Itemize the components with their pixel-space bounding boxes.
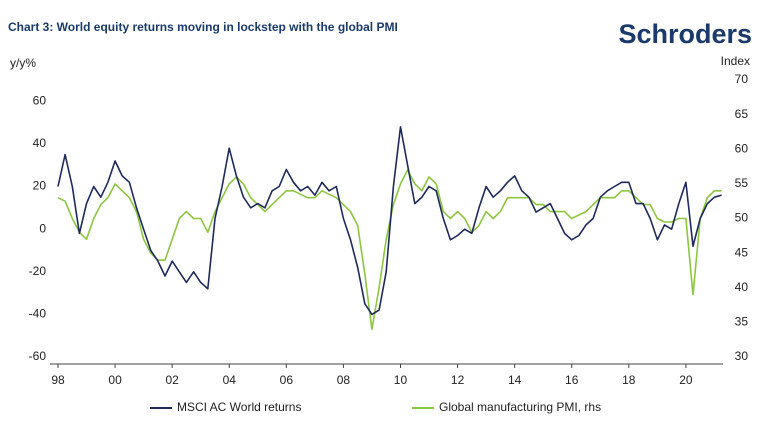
x-tick-label: 06 — [280, 373, 294, 387]
x-tick-label: 02 — [165, 373, 179, 387]
y2-axis-label: Index — [721, 54, 750, 68]
x-tick-label: 18 — [622, 373, 636, 387]
x-tick-label: 14 — [508, 373, 522, 387]
x-tick-label: 98 — [51, 373, 65, 387]
series-line — [57, 169, 722, 331]
x-tick-label: 12 — [451, 373, 465, 387]
legend-label: MSCI AC World returns — [177, 400, 301, 414]
y-axis-label: y/y% — [10, 56, 36, 70]
y2-tick-label: 35 — [735, 315, 749, 329]
y2-tick-label: 60 — [735, 141, 749, 155]
y-tick-label: -20 — [29, 264, 47, 278]
y-tick-label: 40 — [33, 136, 47, 150]
y2-tick-label: 45 — [735, 245, 749, 259]
y2-tick-label: 55 — [735, 176, 749, 190]
x-tick-label: 04 — [223, 373, 237, 387]
series-line — [57, 126, 722, 316]
y-tick-label: -60 — [29, 349, 47, 363]
x-tick-label: 16 — [565, 373, 579, 387]
y-tick-label: 0 — [39, 221, 46, 235]
brand-logo: Schroders — [618, 19, 752, 49]
legend-label: Global manufacturing PMI, rhs — [439, 400, 601, 414]
x-tick-label: 00 — [108, 373, 122, 387]
x-tick-label: 20 — [679, 373, 693, 387]
y-tick-label: 60 — [33, 93, 47, 107]
y2-tick-label: 40 — [735, 280, 749, 294]
y2-tick-label: 65 — [735, 107, 749, 121]
y2-tick-label: 30 — [735, 349, 749, 363]
y2-tick-label: 70 — [735, 72, 749, 86]
chart-title: Chart 3: World equity returns moving in … — [8, 20, 398, 34]
x-tick-label: 10 — [394, 373, 408, 387]
y-tick-label: 20 — [33, 179, 47, 193]
y2-tick-label: 50 — [735, 211, 749, 225]
y-tick-label: -40 — [29, 307, 47, 321]
x-tick-label: 08 — [337, 373, 351, 387]
